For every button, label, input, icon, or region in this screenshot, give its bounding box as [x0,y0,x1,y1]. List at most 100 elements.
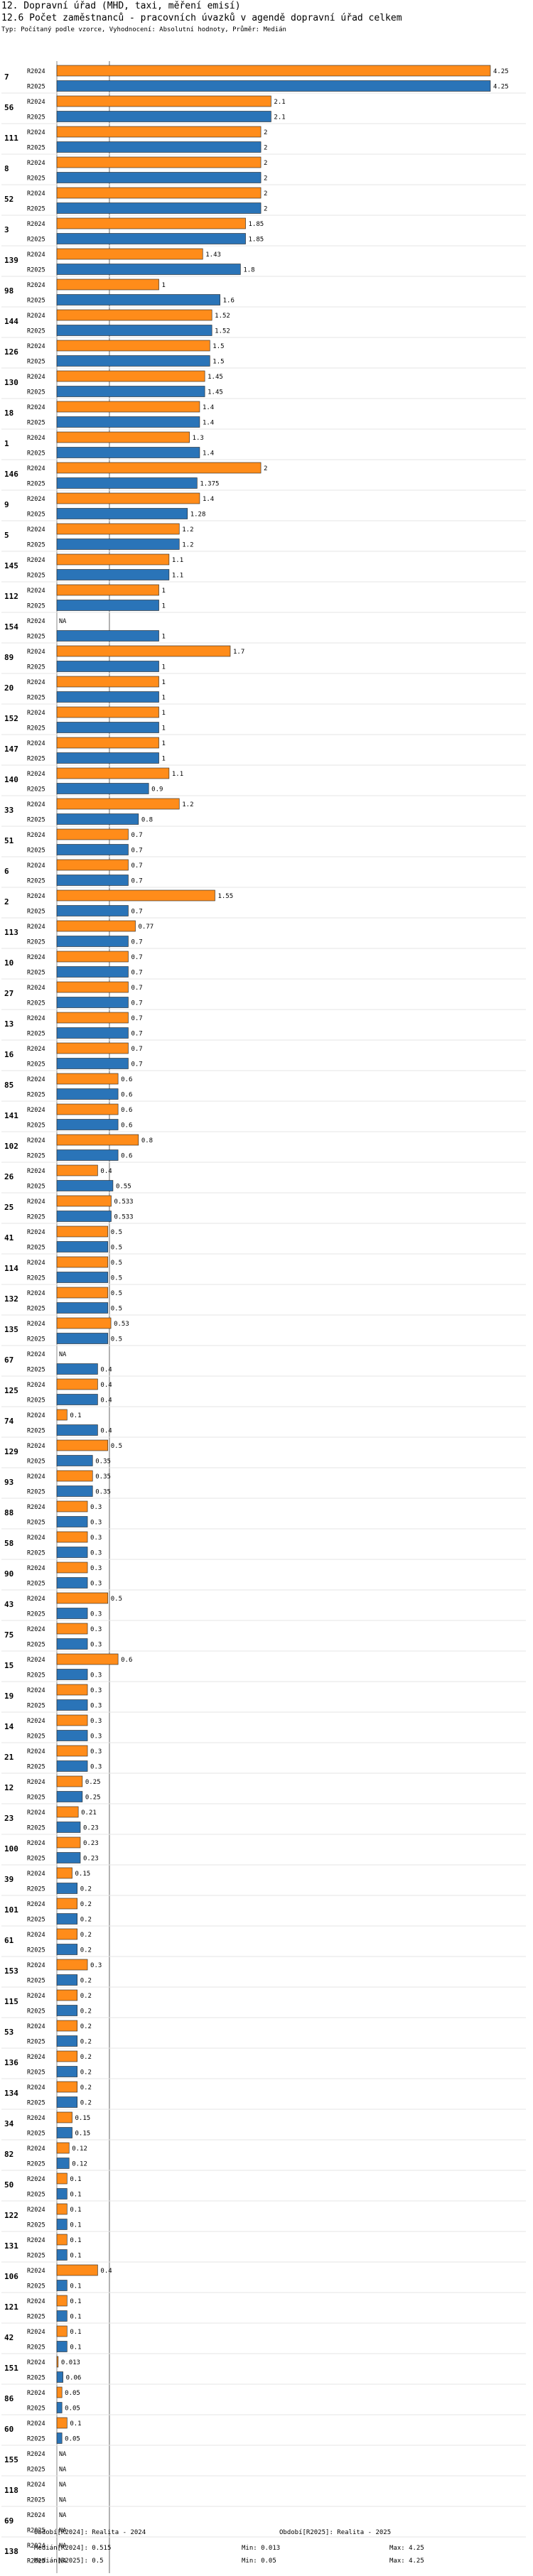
bar-value-label: 0.12 [72,2145,87,2153]
category-label: 125 [4,1386,18,1395]
category-group-118: 118 R2024 NA R2025 NA [1,2475,526,2504]
series-row-label: R2024 [27,1535,45,1542]
bar-value-label: 0.2 [80,1932,92,1939]
category-group-21: 21 R2024 0.3 R2025 0.3 [1,1742,526,1772]
series-row-label: R2025 [27,1275,45,1282]
category-group-60: 60 R2024 0.1 R2025 0.05 [1,2414,526,2444]
bar-r2025 [56,141,262,153]
bar-r2025 [56,2188,68,2199]
bar-value-label: 0.2 [80,1901,92,1908]
series-row-label: R2025 [27,1397,45,1405]
na-label: NA [59,2482,66,2489]
bar-value-label: 0.12 [72,2161,87,2168]
category-label: 10 [4,958,14,968]
series-row-label: R2024 [27,435,45,442]
bar-value-label: 1 [162,756,166,763]
series-row-label: R2025 [27,145,45,152]
series-row-label: R2025 [27,603,45,610]
bar-r2025 [56,1302,109,1314]
bar-r2024 [56,676,159,688]
series-row-label: R2024 [27,2268,45,2275]
category-group-16: 16 R2024 0.7 R2025 0.7 [1,1039,526,1069]
bar-value-label: 0.3 [90,1718,102,1725]
bar-value-label: 1.2 [182,801,193,808]
bar-value-label: 0.3 [90,1535,102,1542]
bar-value-label: 1 [162,679,166,686]
category-label: 118 [4,2486,18,2495]
bar-value-label: 0.7 [131,954,142,961]
bar-r2024 [56,401,200,413]
bar-value-label: 0.2 [80,2008,92,2015]
series-row-label: R2024 [27,2207,45,2214]
bar-r2024 [56,1195,112,1207]
bar-value-label: 0.06 [66,2375,82,2382]
series-row-label: R2025 [27,420,45,427]
category-group-152: 152 R2024 1 R2025 1 [1,703,526,733]
category-label: 19 [4,1692,14,1701]
bar-r2025 [56,1760,88,1772]
bar-value-label: 0.3 [90,1703,102,1710]
series-row-label: R2024 [27,1229,45,1236]
bar-r2024 [56,2417,68,2429]
series-row-label: R2024 [27,343,45,350]
series-row-label: R2024 [27,1321,45,1328]
category-group-151: 151 R2024 0.013 R2025 0.06 [1,2353,526,2383]
bar-value-label: 0.6 [121,1092,132,1099]
bar-r2024 [56,1867,72,1879]
bar-r2025 [56,2249,68,2261]
category-label: 2 [4,897,9,907]
bar-r2025 [56,1822,81,1833]
bar-value-label: 0.7 [131,1061,142,1068]
series-row-label: R2025 [27,786,45,794]
series-row-label: R2024 [27,2023,45,2030]
category-group-27: 27 R2024 0.7 R2025 0.7 [1,978,526,1008]
category-label: 14 [4,1722,14,1731]
bar-r2024 [56,2111,72,2123]
series-row-label: R2024 [27,2359,45,2366]
series-row-label: R2025 [27,2100,45,2107]
category-group-155: 155 R2024 NA R2025 NA [1,2445,526,2474]
series-row-label: R2025 [27,573,45,580]
category-group-82: 82 R2024 0.12 R2025 0.12 [1,2139,526,2169]
category-label: 33 [4,806,14,815]
category-group-102: 102 R2024 0.8 R2025 0.6 [1,1131,526,1161]
bar-r2024 [56,1012,129,1024]
bar-value-label: 0.05 [65,2405,80,2413]
bar-r2024 [56,1256,109,1268]
series-row-label: R2025 [27,878,45,885]
series-row-label: R2025 [27,2253,45,2260]
series-row-label: R2025 [27,1581,45,1588]
series-row-label: R2025 [27,2375,45,2382]
bar-value-label: 0.5 [111,1336,122,1343]
bar-r2025 [56,233,246,244]
bar-value-label: 1.45 [208,374,223,381]
series-row-label: R2025 [27,2436,45,2443]
series-row-label: R2024 [27,2176,45,2183]
series-row-label: R2024 [27,832,45,839]
bar-value-label: 0.5 [111,1275,122,1282]
bar-r2024 [56,859,129,871]
series-row-label: R2024 [27,1993,45,2000]
bar-r2024 [56,1042,129,1054]
series-row-label: R2024 [27,618,45,625]
series-row-label: R2024 [27,1137,45,1144]
bar-r2025 [56,783,149,794]
bar-r2024 [56,1500,88,1512]
bar-r2024 [56,1928,78,1940]
bar-value-label: 0.2 [80,2054,92,2061]
bar-value-label: 0.6 [121,1107,132,1114]
legend-period-2025: Období[R2025]: Realita - 2025 [279,2529,392,2536]
bar-r2024 [56,1775,83,1787]
category-label: 82 [4,2150,14,2159]
series-row-label: R2024 [27,1840,45,1847]
bar-value-label: 0.05 [65,2390,80,2397]
bar-value-label: 1.55 [217,893,233,900]
bar-r2024 [56,278,159,291]
series-row-label: R2025 [27,1153,45,1160]
bar-value-label: 2 [264,190,267,197]
category-label: 3 [4,225,9,234]
category-group-67: 67 R2024 NA R2025 0.4 [1,1345,526,1375]
category-group-132: 132 R2024 0.5 R2025 0.5 [1,1284,526,1314]
bar-value-label: 0.2 [80,2084,92,2091]
category-group-138: 138 R2024 NA R2025 NA [1,2536,526,2565]
